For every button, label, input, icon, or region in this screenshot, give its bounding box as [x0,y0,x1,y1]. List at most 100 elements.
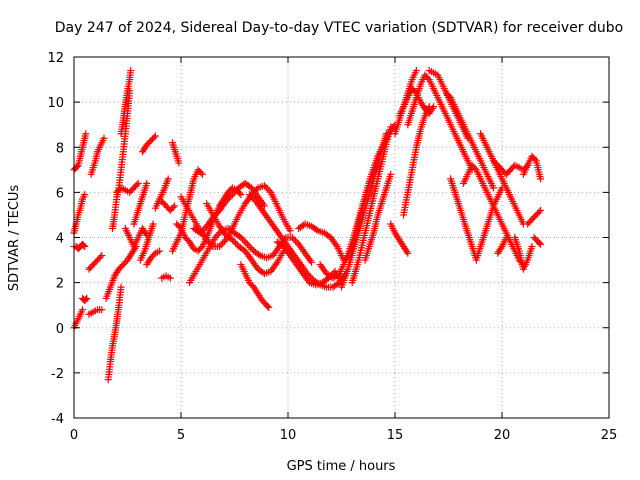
axis-ticks: 0 5 10 15 20 25 -4 -2 0 2 4 6 8 10 12 [47,51,617,443]
data-point [471,164,479,172]
y-tick-label: -4 [51,412,64,427]
data-point [424,74,432,82]
series-s1 [70,130,90,174]
data-point [127,67,135,75]
series-s7 [85,252,106,273]
series-s43 [442,89,497,192]
data-point [171,202,179,210]
series-s35 [348,123,395,287]
data-point [232,239,240,247]
series-s18 [143,247,164,269]
series-s50 [519,152,545,183]
data-point [312,226,320,234]
data-point [150,251,158,259]
y-tick-label: 6 [56,186,64,201]
data-point [197,169,205,177]
series-s22 [168,139,183,167]
data-point [198,170,206,178]
series-s42 [425,67,472,142]
series-s16 [136,220,157,264]
data-point [176,223,184,231]
data-point [73,162,81,170]
series-s9 [104,283,125,384]
data-point [81,191,89,199]
y-tick-label: 10 [47,96,64,111]
data-point [164,175,172,183]
data-point [199,226,207,234]
data-point [230,189,238,197]
data-point [249,194,257,202]
data-point [387,170,395,178]
y-tick-label: 0 [56,322,64,337]
data-point [489,184,497,192]
series-s19 [151,175,172,212]
series-s46 [477,130,527,228]
data-point [96,253,104,261]
data-point [291,237,299,245]
series-s27 [190,179,268,237]
data-point [535,239,543,247]
data-point [80,241,88,249]
data-point [403,248,411,256]
data-point [262,183,270,191]
data-point [211,234,219,241]
data-point [387,123,395,131]
series-s17 [138,132,159,156]
series-s15 [121,224,151,251]
data-point [219,239,227,247]
y-axis-label: SDTVAR / TECUs [7,185,22,292]
series-s13 [113,179,142,196]
data-point [213,232,221,240]
data-point [247,244,255,252]
y-tick-label: 2 [56,277,64,292]
data-point [232,187,240,195]
series-s28 [203,200,288,278]
y-tick-label: 4 [56,232,64,247]
series-s8 [87,134,108,178]
x-tick-label: 10 [280,428,297,443]
data-point [404,249,412,257]
data-point [308,258,316,266]
data-point [166,274,174,282]
chart-title: Day 247 of 2024, Sidereal Day-to-day VTE… [55,20,623,36]
data-point [528,243,536,251]
series-s36 [361,170,395,264]
data-point [203,236,211,244]
x-tick-label: 15 [387,428,404,443]
data-point [197,244,205,252]
data-point [497,244,505,252]
grid-lines [74,57,609,418]
data-point [242,239,250,247]
data-point [260,182,268,190]
data-point [117,283,125,291]
data-point [83,294,91,302]
series-s20 [158,197,179,214]
x-tick-label: 0 [70,428,78,443]
data-point [143,179,151,187]
series-s21 [158,272,174,282]
series-s37 [387,220,412,257]
data-point [98,306,106,314]
data-point [133,181,141,189]
series-s26 [186,224,316,287]
x-tick-label: 5 [177,428,185,443]
data-point [98,252,106,260]
data-point [412,67,420,75]
series-s40 [400,103,433,219]
data-point [228,236,236,244]
data-point [198,227,206,235]
series-s11 [109,87,134,232]
series-s52 [530,234,545,248]
data-point [196,229,204,237]
data-point [531,155,539,163]
x-tick-label: 20 [494,428,511,443]
data-point [290,235,298,243]
data-point [264,302,272,310]
data-point [134,179,142,187]
data-point [225,194,233,202]
series-s14 [130,179,151,228]
y-tick-label: -2 [51,367,64,382]
data-point [82,130,90,138]
series-s51 [524,206,545,228]
data-point [535,208,543,216]
